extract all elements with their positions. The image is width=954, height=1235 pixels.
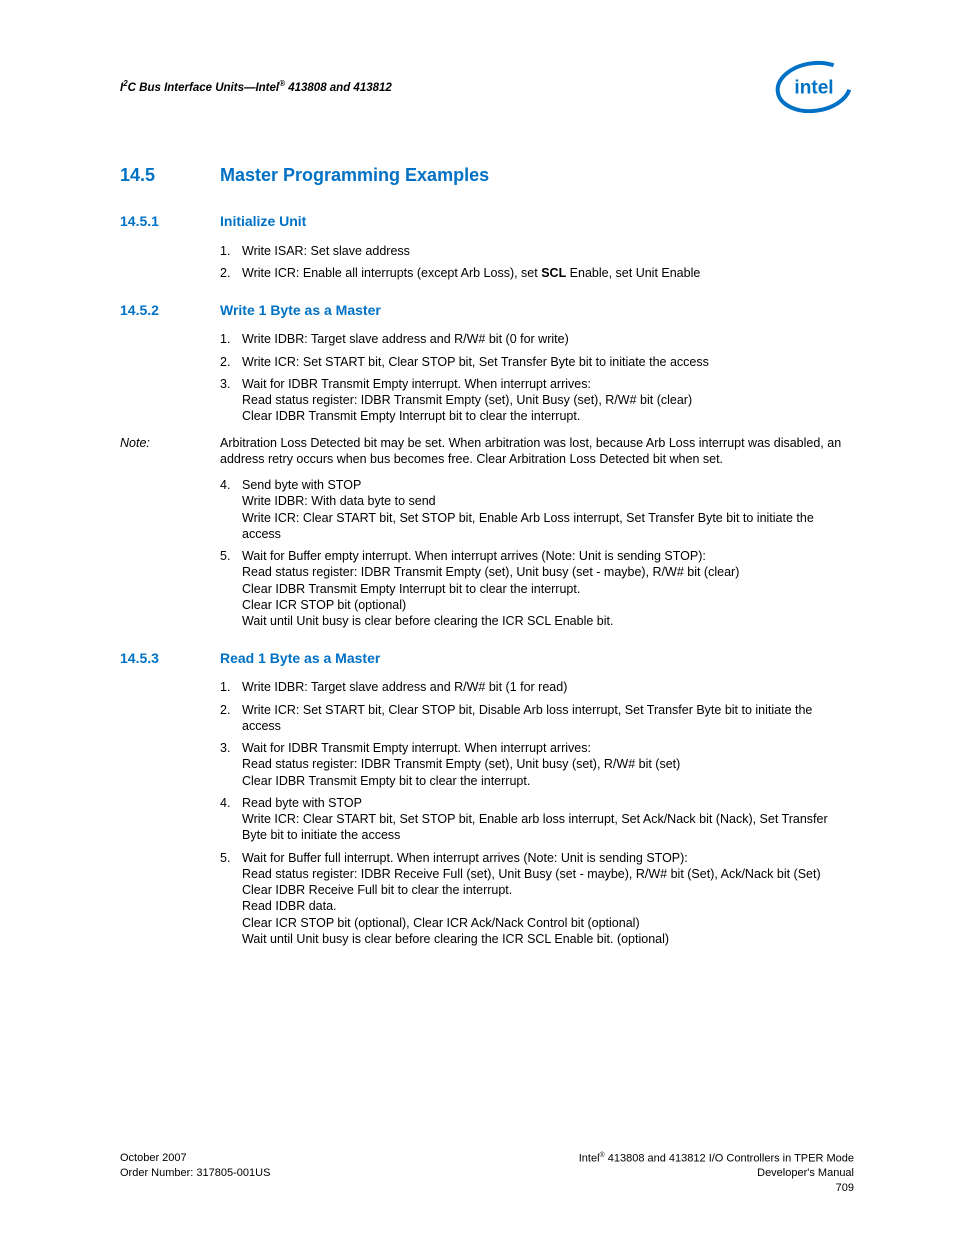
header-text-post: 413808 and 413812 [285, 81, 392, 93]
section-14-5-2: 14.5.2 Write 1 Byte as a Master [120, 301, 854, 319]
list-item: Read byte with STOP Write ICR: Clear STA… [220, 795, 854, 844]
section-title: Write 1 Byte as a Master [220, 301, 381, 319]
note-label: Note: [120, 435, 220, 468]
ordered-list: Write IDBR: Target slave address and R/W… [220, 679, 854, 947]
section-num: 14.5.1 [120, 212, 220, 230]
section-num: 14.5 [120, 164, 220, 187]
content-14-5-1: Write ISAR: Set slave address Write ICR:… [220, 243, 854, 282]
list-item: Wait for Buffer empty interrupt. When in… [220, 548, 854, 629]
header-text-mid: C Bus Interface Units—Intel [128, 81, 279, 93]
footer-date: October 2007 [120, 1151, 270, 1165]
ordered-list: Write ISAR: Set slave address Write ICR:… [220, 243, 854, 282]
section-14-5-3: 14.5.3 Read 1 Byte as a Master [120, 649, 854, 667]
list-item: Wait for IDBR Transmit Empty interrupt. … [220, 740, 854, 789]
list-item: Wait for IDBR Transmit Empty interrupt. … [220, 376, 854, 425]
footer-left: October 2007 Order Number: 317805-001US [120, 1151, 270, 1195]
section-title: Read 1 Byte as a Master [220, 649, 380, 667]
section-title: Master Programming Examples [220, 164, 489, 187]
section-num: 14.5.3 [120, 649, 220, 667]
page-header: I2C Bus Interface Units—Intel® 413808 an… [120, 60, 854, 114]
list-item: Write ICR: Set START bit, Clear STOP bit… [220, 702, 854, 735]
list-item: Send byte with STOP Write IDBR: With dat… [220, 477, 854, 542]
list-item: Wait for Buffer full interrupt. When int… [220, 850, 854, 948]
list-item: Write ISAR: Set slave address [220, 243, 854, 259]
footer-right: Intel® 413808 and 413812 I/O Controllers… [579, 1151, 854, 1195]
list-item: Write ICR: Set START bit, Clear STOP bit… [220, 354, 854, 370]
section-num: 14.5.2 [120, 301, 220, 319]
list-item: Write ICR: Enable all interrupts (except… [220, 265, 854, 281]
ordered-list: Send byte with STOP Write IDBR: With dat… [220, 477, 854, 629]
section-title: Initialize Unit [220, 212, 306, 230]
content-14-5-2a: Write IDBR: Target slave address and R/W… [220, 331, 854, 424]
content-14-5-3: Write IDBR: Target slave address and R/W… [220, 679, 854, 947]
section-14-5: 14.5 Master Programming Examples [120, 164, 854, 187]
ordered-list: Write IDBR: Target slave address and R/W… [220, 331, 854, 424]
note-block: Note: Arbitration Loss Detected bit may … [120, 435, 854, 468]
intel-logo-icon: intel [774, 60, 854, 114]
svg-text:intel: intel [794, 77, 833, 98]
footer-page-number: 709 [579, 1181, 854, 1195]
content-14-5-2b: Send byte with STOP Write IDBR: With dat… [220, 477, 854, 629]
footer-product: Intel® 413808 and 413812 I/O Controllers… [579, 1151, 854, 1166]
header-title: I2C Bus Interface Units—Intel® 413808 an… [120, 79, 392, 96]
note-body: Arbitration Loss Detected bit may be set… [220, 435, 854, 468]
page-footer: October 2007 Order Number: 317805-001US … [120, 1151, 854, 1195]
section-14-5-1: 14.5.1 Initialize Unit [120, 212, 854, 230]
list-item: Write IDBR: Target slave address and R/W… [220, 331, 854, 347]
list-item: Write IDBR: Target slave address and R/W… [220, 679, 854, 695]
footer-order-number: Order Number: 317805-001US [120, 1166, 270, 1180]
footer-doc-title: Developer's Manual [579, 1166, 854, 1180]
